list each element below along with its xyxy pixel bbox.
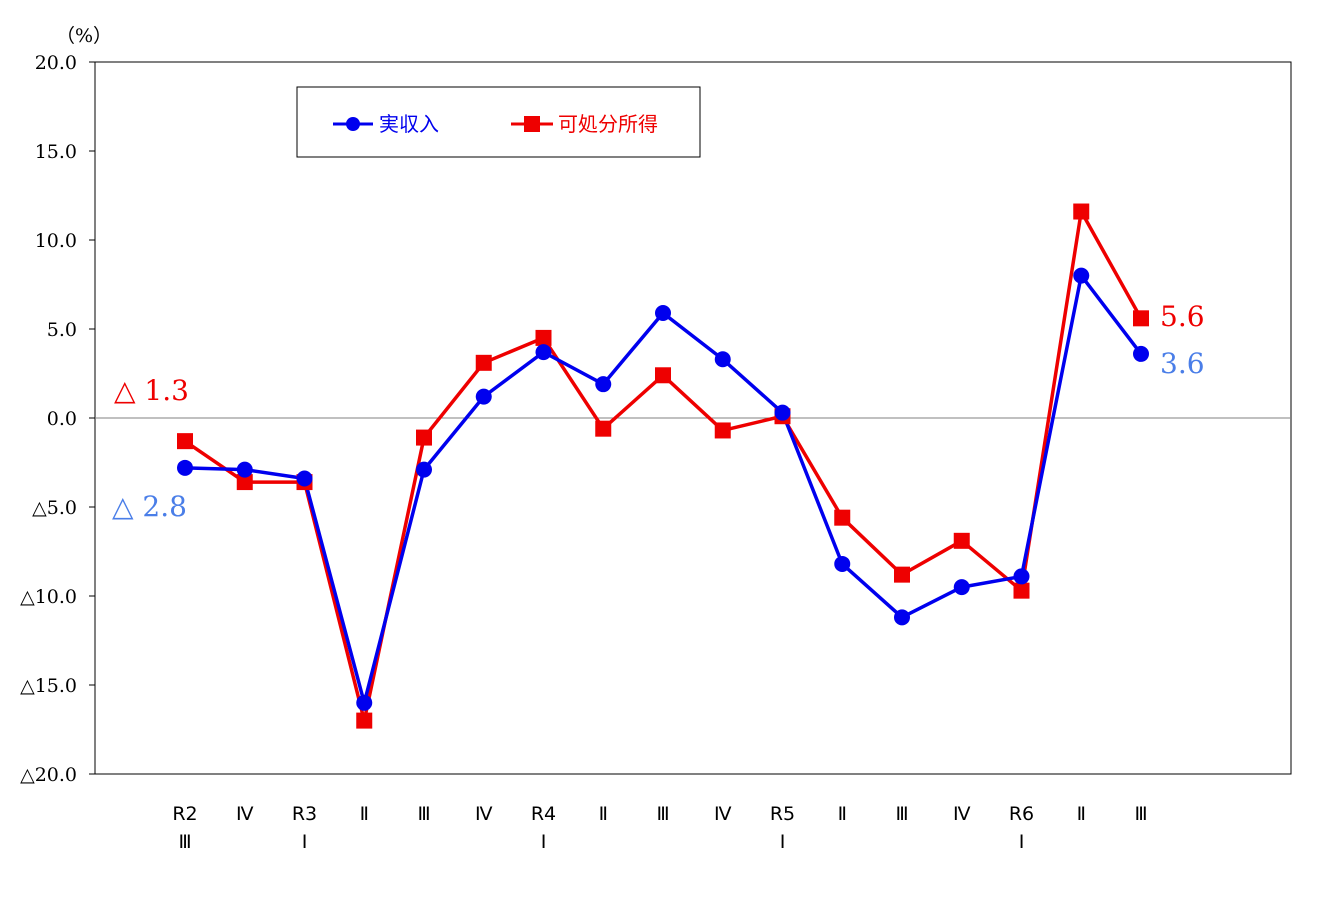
- data-point-disposable-income: [1073, 203, 1090, 220]
- y-tick-label: 10.0: [35, 230, 77, 252]
- x-tick-label-sub: Ⅲ: [178, 831, 191, 853]
- legend-marker-actual-income: [346, 117, 360, 131]
- data-point-actual-income: [177, 459, 193, 476]
- data-point-disposable-income: [416, 429, 432, 446]
- y-tick-label: △15.0: [20, 675, 77, 697]
- y-tick-label: 5.0: [47, 319, 77, 341]
- data-point-actual-income: [834, 555, 851, 572]
- data-point-actual-income: [1133, 345, 1149, 362]
- x-tick-label: Ⅱ: [838, 803, 847, 825]
- data-point-actual-income: [356, 694, 373, 711]
- x-tick-label-sub: Ⅰ: [1019, 831, 1025, 853]
- data-point-actual-income: [894, 609, 910, 626]
- data-point-actual-income: [774, 404, 791, 421]
- y-tick-label: 0.0: [47, 408, 77, 430]
- data-point-disposable-income: [177, 433, 193, 450]
- data-point-disposable-income: [595, 420, 612, 437]
- y-tick-label: △5.0: [32, 497, 77, 519]
- x-tick-label: R5: [770, 803, 795, 825]
- data-point-disposable-income: [714, 422, 731, 439]
- data-point-disposable-income: [475, 354, 492, 371]
- x-tick-label: Ⅲ: [1134, 803, 1147, 825]
- data-point-disposable-income: [655, 367, 671, 384]
- annotation-actual-r2-iii: △ 2.8: [112, 490, 187, 523]
- x-tick-label: Ⅱ: [360, 803, 369, 825]
- y-tick-label: △10.0: [20, 586, 77, 608]
- data-point-disposable-income: [1013, 582, 1030, 599]
- legend-label-actual-income: 実収入: [379, 112, 439, 136]
- y-tick-label: △20.0: [20, 764, 77, 786]
- y-axis-unit-label: （%）: [56, 25, 112, 47]
- data-point-actual-income: [1013, 568, 1030, 585]
- x-tick-label: R2: [172, 803, 197, 825]
- y-tick-label: 20.0: [35, 52, 77, 74]
- data-point-disposable-income: [894, 566, 910, 583]
- data-point-actual-income: [475, 388, 492, 405]
- data-point-disposable-income: [236, 474, 253, 491]
- annotation-disposable-r2-iii: △ 1.3: [114, 374, 189, 407]
- x-tick-label: Ⅲ: [656, 803, 669, 825]
- series-layer: [177, 203, 1149, 729]
- x-tick-label: R4: [531, 803, 556, 825]
- series-line-disposable-income: [184, 209, 1143, 723]
- x-tick-label: Ⅳ: [714, 803, 732, 825]
- x-tick-label: Ⅱ: [599, 803, 608, 825]
- data-point-actual-income: [535, 344, 552, 361]
- data-point-actual-income: [236, 461, 253, 478]
- legend-box: [296, 86, 701, 158]
- x-tick-label: Ⅳ: [236, 803, 254, 825]
- data-point-actual-income: [953, 579, 970, 596]
- x-tick-label-sub: Ⅰ: [302, 831, 308, 853]
- data-point-actual-income: [296, 470, 313, 487]
- data-point-actual-income: [655, 304, 671, 321]
- data-point-disposable-income: [1133, 310, 1149, 327]
- data-point-disposable-income: [953, 532, 970, 549]
- x-tick-label: Ⅲ: [417, 803, 430, 825]
- legend-label-disposable-income: 可処分所得: [558, 112, 658, 136]
- legend: 実収入 可処分所得: [296, 86, 701, 158]
- data-point-actual-income: [714, 351, 731, 368]
- x-tick-label: Ⅱ: [1077, 803, 1086, 825]
- x-tick-label-sub: Ⅰ: [541, 831, 547, 853]
- data-point-actual-income: [595, 376, 612, 393]
- x-tick-label: Ⅳ: [475, 803, 493, 825]
- legend-marker-disposable-income: [524, 116, 540, 132]
- x-axis-ticks: R2 Ⅲ Ⅳ R3 Ⅰ Ⅱ Ⅲ Ⅳ R4 Ⅰ Ⅱ Ⅲ Ⅳ R5 Ⅰ Ⅱ Ⅲ Ⅳ R6 Ⅰ Ⅱ Ⅲ: [172, 803, 1147, 853]
- x-tick-label: R6: [1009, 803, 1034, 825]
- data-point-actual-income: [1073, 267, 1090, 284]
- data-point-disposable-income: [535, 329, 552, 346]
- annotation-actual-r6-iii: 3.6: [1160, 347, 1205, 380]
- data-point-disposable-income: [356, 712, 373, 729]
- y-axis-ticks: 20.0 15.0 10.0 5.0 0.0 △5.0 △10.0 △15.0 △20.0: [20, 52, 95, 786]
- annotation-disposable-r6-iii: 5.6: [1160, 300, 1205, 333]
- series-line-actual-income: [184, 273, 1143, 705]
- x-tick-label: Ⅳ: [953, 803, 971, 825]
- y-tick-label: 15.0: [35, 141, 77, 163]
- x-tick-label: R3: [292, 803, 317, 825]
- data-point-disposable-income: [834, 509, 851, 526]
- x-tick-label: Ⅲ: [895, 803, 908, 825]
- data-point-actual-income: [416, 461, 432, 478]
- x-tick-label-sub: Ⅰ: [780, 831, 786, 853]
